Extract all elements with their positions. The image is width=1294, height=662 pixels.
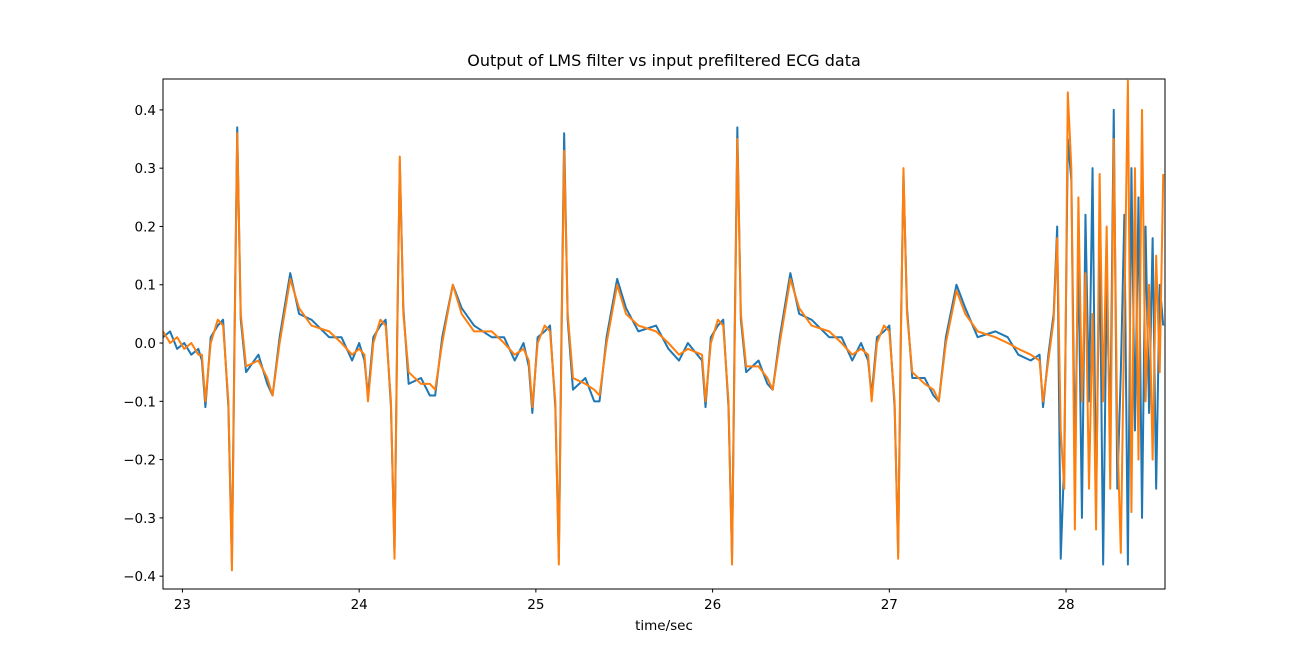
y-tick-label: 0.4	[135, 103, 156, 119]
x-axis-label: time/sec	[635, 618, 693, 634]
chart-title: Output of LMS filter vs input prefiltere…	[467, 51, 861, 70]
plot-frame	[162, 78, 1166, 590]
y-tick-label: 0.0	[135, 336, 156, 352]
x-tick-label: 26	[704, 597, 721, 613]
y-tick-label: 0.2	[135, 219, 156, 235]
y-tick-label: −0.3	[123, 511, 156, 527]
x-tick-label: 23	[174, 597, 191, 613]
x-tick-label: 28	[1057, 597, 1074, 613]
x-tick-label: 25	[527, 597, 544, 613]
y-tick-label: 0.3	[135, 161, 156, 177]
x-tick-label: 27	[881, 597, 898, 613]
y-tick-label: −0.2	[123, 453, 156, 469]
plot-lines	[163, 79, 1165, 572]
y-tick-label: −0.4	[123, 569, 156, 585]
y-tick-label: −0.1	[123, 394, 156, 410]
series-line	[163, 79, 1165, 572]
x-tick-label: 24	[351, 597, 368, 613]
y-tick-label: 0.1	[135, 278, 156, 294]
